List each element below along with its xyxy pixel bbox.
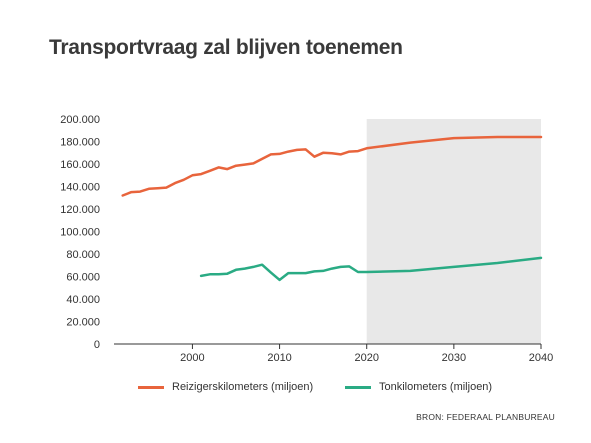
chart-title: Transportvraag zal blijven toenemen [49,36,403,59]
y-tick-label: 100.000 [60,227,100,239]
x-tick-label: 2020 [354,352,378,364]
y-tick-label: 60.000 [66,272,100,284]
series-line-tonkilometers [199,256,543,282]
x-tick-label: 2040 [529,352,553,364]
y-tick-label: 20.000 [66,317,100,329]
x-tick-label: 2030 [442,352,466,364]
y-tick-label: 40.000 [66,294,100,306]
y-tick-label: 180.000 [60,137,100,149]
source-credit: BRON: FEDERAAL PLANBUREAU [416,412,555,422]
y-tick-label: 200.000 [60,114,100,126]
y-tick-label: 160.000 [60,159,100,171]
series-line-reizigerskilometers [121,135,543,197]
legend-swatch-reizigerskilometers [138,385,164,389]
y-tick-label: 140.000 [60,182,100,194]
legend-label-reizigerskilometers: Reizigerskilometers (miljoen) [172,381,314,393]
legend-item-tonkilometers: Tonkilometers (miljoen) [345,381,492,393]
legend-label-tonkilometers: Tonkilometers (miljoen) [379,381,493,393]
y-tick-label: 0 [94,339,100,351]
legend-item-reizigerskilometers: Reizigerskilometers (miljoen) [138,381,313,393]
projection-shaded-region [366,119,541,344]
x-tick-label: 2000 [180,352,204,364]
y-tick-label: 120.000 [60,204,100,216]
y-tick-label: 80.000 [66,249,100,261]
legend-swatch-tonkilometers [345,385,371,389]
x-tick-label: 2010 [267,352,291,364]
